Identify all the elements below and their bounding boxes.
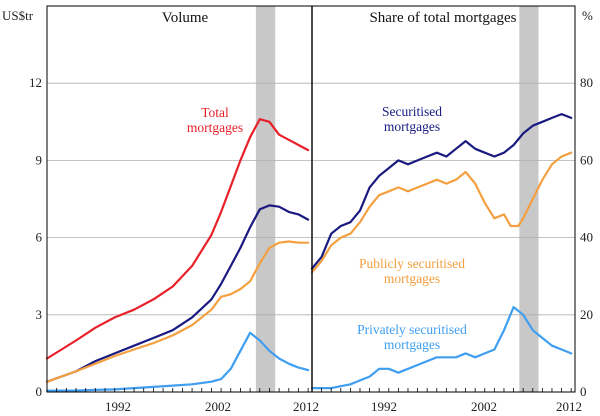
plot-frame xyxy=(46,5,576,393)
series-right xyxy=(310,112,573,390)
series-line-securitised-mortgages xyxy=(310,112,573,270)
shaded-period-left xyxy=(255,6,276,392)
x-tick-label-right: 2002 xyxy=(471,399,497,414)
y-tick-label-right: 60 xyxy=(580,152,593,167)
x-tick-label-left: 2012 xyxy=(293,399,319,414)
left-axis-unit: US$tr xyxy=(2,8,34,23)
y-tick-label-right: 20 xyxy=(580,307,593,322)
y-tick-label-right: 0 xyxy=(580,384,587,399)
y-tick-label-right: 40 xyxy=(580,230,593,245)
gridlines-right xyxy=(312,82,575,316)
y-tick-label-right: 80 xyxy=(580,75,593,90)
series-label-securitised-mortgages: mortgages xyxy=(384,119,440,134)
series-line-securitised-mortgages xyxy=(45,204,310,383)
gridlines-left xyxy=(47,82,312,316)
series-line-publicly-securitised-mortgages xyxy=(45,240,310,383)
series-left xyxy=(45,118,310,392)
x-tick-label-right: 2012 xyxy=(556,399,582,414)
y-tick-label-left: 6 xyxy=(36,230,43,245)
series-label-publicly-securitised-mortgages: Publicly securitised xyxy=(359,256,465,271)
series-label-privately-securitised-mortgages: Privately securitised xyxy=(357,322,467,337)
left-panel-title: Volume xyxy=(162,10,209,26)
series-label-securitised-mortgages: Securitised xyxy=(382,104,442,119)
series-line-publicly-securitised-mortgages xyxy=(310,151,573,274)
y-tick-label-left: 9 xyxy=(36,152,43,167)
series-line-total-mortgages xyxy=(45,118,310,360)
series-label-privately-securitised-mortgages: mortgages xyxy=(384,337,440,352)
series-label-total-mortgages: mortgages xyxy=(187,120,243,135)
y-tick-label-left: 0 xyxy=(36,384,43,399)
right-axis-unit: % xyxy=(582,8,593,23)
series-line-privately-securitised-mortgages xyxy=(310,306,573,390)
x-tick-label-right: 1992 xyxy=(371,399,397,414)
right-panel-title: Share of total mortgages xyxy=(369,10,516,26)
shaded-period-right xyxy=(519,6,539,392)
y-tick-label-left: 3 xyxy=(36,307,43,322)
x-tick-label-left: 1992 xyxy=(105,399,131,414)
series-labels: TotalmortgagesSecuritisedmortgagesPublic… xyxy=(187,104,467,352)
y-tick-label-left: 12 xyxy=(29,75,42,90)
series-label-publicly-securitised-mortgages: mortgages xyxy=(384,271,440,286)
x-tick-label-left: 2002 xyxy=(205,399,231,414)
series-label-total-mortgages: Total xyxy=(201,105,229,120)
